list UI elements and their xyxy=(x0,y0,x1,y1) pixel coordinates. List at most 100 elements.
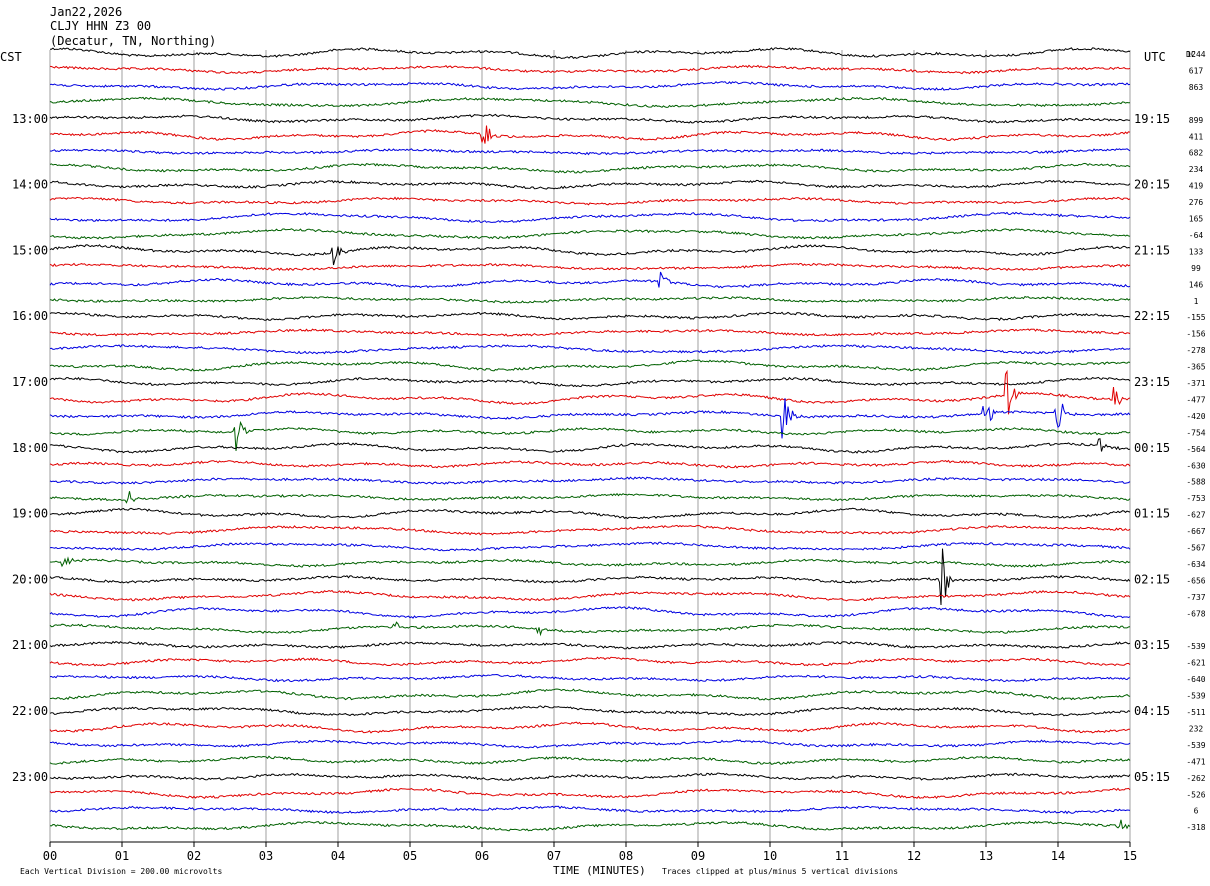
left-hour-label: 23:00 xyxy=(12,770,48,784)
x-tick-label: 01 xyxy=(115,849,129,863)
left-hour-label: 18:00 xyxy=(12,441,48,455)
seismic-trace xyxy=(49,344,1131,355)
dc-offset-label: -656 xyxy=(1186,576,1205,585)
dc-offset-label: -471 xyxy=(1186,757,1205,766)
right-hour-label: 05:15 xyxy=(1134,770,1170,784)
x-tick-label: 03 xyxy=(259,849,273,863)
right-timezone-label: UTC xyxy=(1144,50,1166,64)
seismic-trace xyxy=(49,507,1131,520)
dc-offset-label: -420 xyxy=(1186,412,1205,421)
seismic-trace xyxy=(49,673,1131,683)
dc-offset-label: -155 xyxy=(1186,313,1205,322)
dc-offset-label: -567 xyxy=(1186,544,1205,553)
dc-offset-label: -511 xyxy=(1186,708,1205,717)
seismic-trace xyxy=(49,589,1131,602)
dc-offset-label: 232 xyxy=(1189,724,1204,733)
seismic-trace xyxy=(49,755,1131,765)
left-hour-label: 19:00 xyxy=(12,507,48,521)
dc-offset-label: 234 xyxy=(1189,165,1204,174)
seismic-trace xyxy=(49,805,1131,815)
seismic-trace xyxy=(49,328,1131,337)
seismic-trace xyxy=(49,64,1131,75)
seismic-trace xyxy=(49,819,1131,832)
dc-offset-label: -262 xyxy=(1186,774,1205,783)
seismic-trace xyxy=(49,196,1131,206)
seismic-trace xyxy=(49,476,1131,485)
dc-offset-label: 617 xyxy=(1189,66,1204,75)
dc-offset-label: 6 xyxy=(1194,807,1199,816)
x-tick-label: 04 xyxy=(331,849,345,863)
seismic-trace xyxy=(49,262,1131,272)
x-tick-label: 05 xyxy=(403,849,417,863)
left-hour-label: 17:00 xyxy=(12,375,48,389)
right-hour-label: 19:15 xyxy=(1134,112,1170,126)
dc-offset-label: -667 xyxy=(1186,527,1205,536)
right-hour-label: 04:15 xyxy=(1134,704,1170,718)
dc-offset-label: -477 xyxy=(1186,395,1205,404)
left-hour-label: 14:00 xyxy=(12,178,48,192)
x-tick-label: 10 xyxy=(763,849,777,863)
seismic-trace xyxy=(49,772,1131,782)
dc-offset-label: 99 xyxy=(1191,264,1201,273)
seismic-trace xyxy=(49,656,1131,667)
seismic-trace xyxy=(49,81,1131,91)
dc-offset-label: 133 xyxy=(1189,247,1204,256)
left-hour-label: 21:00 xyxy=(12,638,48,652)
dc-offset-label: 863 xyxy=(1189,83,1204,92)
left-hour-label: 22:00 xyxy=(12,704,48,718)
dc-offset-label: 899 xyxy=(1189,116,1204,125)
seismic-trace xyxy=(49,179,1131,190)
x-tick-label: 00 xyxy=(43,849,57,863)
seismic-trace xyxy=(49,228,1131,240)
seismic-trace xyxy=(49,295,1131,304)
dc-offset-label: -634 xyxy=(1186,560,1205,569)
x-tick-label: 07 xyxy=(547,849,561,863)
x-axis-title: TIME (MINUTES) xyxy=(553,864,646,877)
dc-offset-label: 682 xyxy=(1189,149,1204,158)
seismic-trace xyxy=(49,271,1131,289)
left-hour-label: 20:00 xyxy=(12,572,48,586)
right-hour-label: 22:15 xyxy=(1134,309,1170,323)
seismic-trace xyxy=(49,606,1131,619)
left-hour-label: 13:00 xyxy=(12,112,48,126)
seismic-trace xyxy=(49,438,1131,454)
left-hour-label: 16:00 xyxy=(12,309,48,323)
seismic-trace xyxy=(49,621,1131,637)
dc-offset-label: 276 xyxy=(1189,198,1204,207)
x-tick-label: 08 xyxy=(619,849,633,863)
seismic-trace xyxy=(49,211,1131,223)
seismic-trace xyxy=(49,47,1131,60)
x-tick-label: 02 xyxy=(187,849,201,863)
dc-offset-label: 411 xyxy=(1189,132,1204,141)
seismic-trace xyxy=(49,548,1131,606)
seismic-trace xyxy=(49,125,1131,144)
seismic-trace xyxy=(50,688,1131,701)
dc-offset-label: 1 xyxy=(1194,297,1199,306)
seismic-trace xyxy=(49,148,1131,156)
dc-offset-label: -156 xyxy=(1186,330,1205,339)
dc-offset-label: -278 xyxy=(1186,346,1205,355)
seismic-trace xyxy=(49,113,1131,124)
right-hour-label: 03:15 xyxy=(1134,638,1170,652)
location-label: (Decatur, TN, Northing) xyxy=(50,34,216,48)
dc-offset-label: -539 xyxy=(1186,741,1205,750)
seismic-trace xyxy=(49,311,1131,321)
x-tick-label: 09 xyxy=(691,849,705,863)
seismic-trace xyxy=(49,420,1131,451)
dc-offset-label: -621 xyxy=(1186,659,1205,668)
dc-offset-label: -564 xyxy=(1186,445,1205,454)
seismic-trace xyxy=(49,541,1131,552)
dc-offset-label: -64 xyxy=(1189,231,1204,240)
seismic-trace xyxy=(49,491,1131,504)
right-hour-label: 23:15 xyxy=(1134,375,1170,389)
station-label: CLJY HHN Z3 00 xyxy=(50,19,151,33)
seismic-trace xyxy=(49,244,1131,266)
dc-offset-label: -365 xyxy=(1186,363,1205,372)
footnote-right: Traces clipped at plus/minus 5 vertical … xyxy=(662,867,898,876)
x-tick-label: 06 xyxy=(475,849,489,863)
seismic-trace xyxy=(49,739,1131,749)
right-hour-label: 21:15 xyxy=(1134,243,1170,257)
seismic-trace xyxy=(49,376,1131,388)
left-timezone-label: CST xyxy=(0,50,22,64)
